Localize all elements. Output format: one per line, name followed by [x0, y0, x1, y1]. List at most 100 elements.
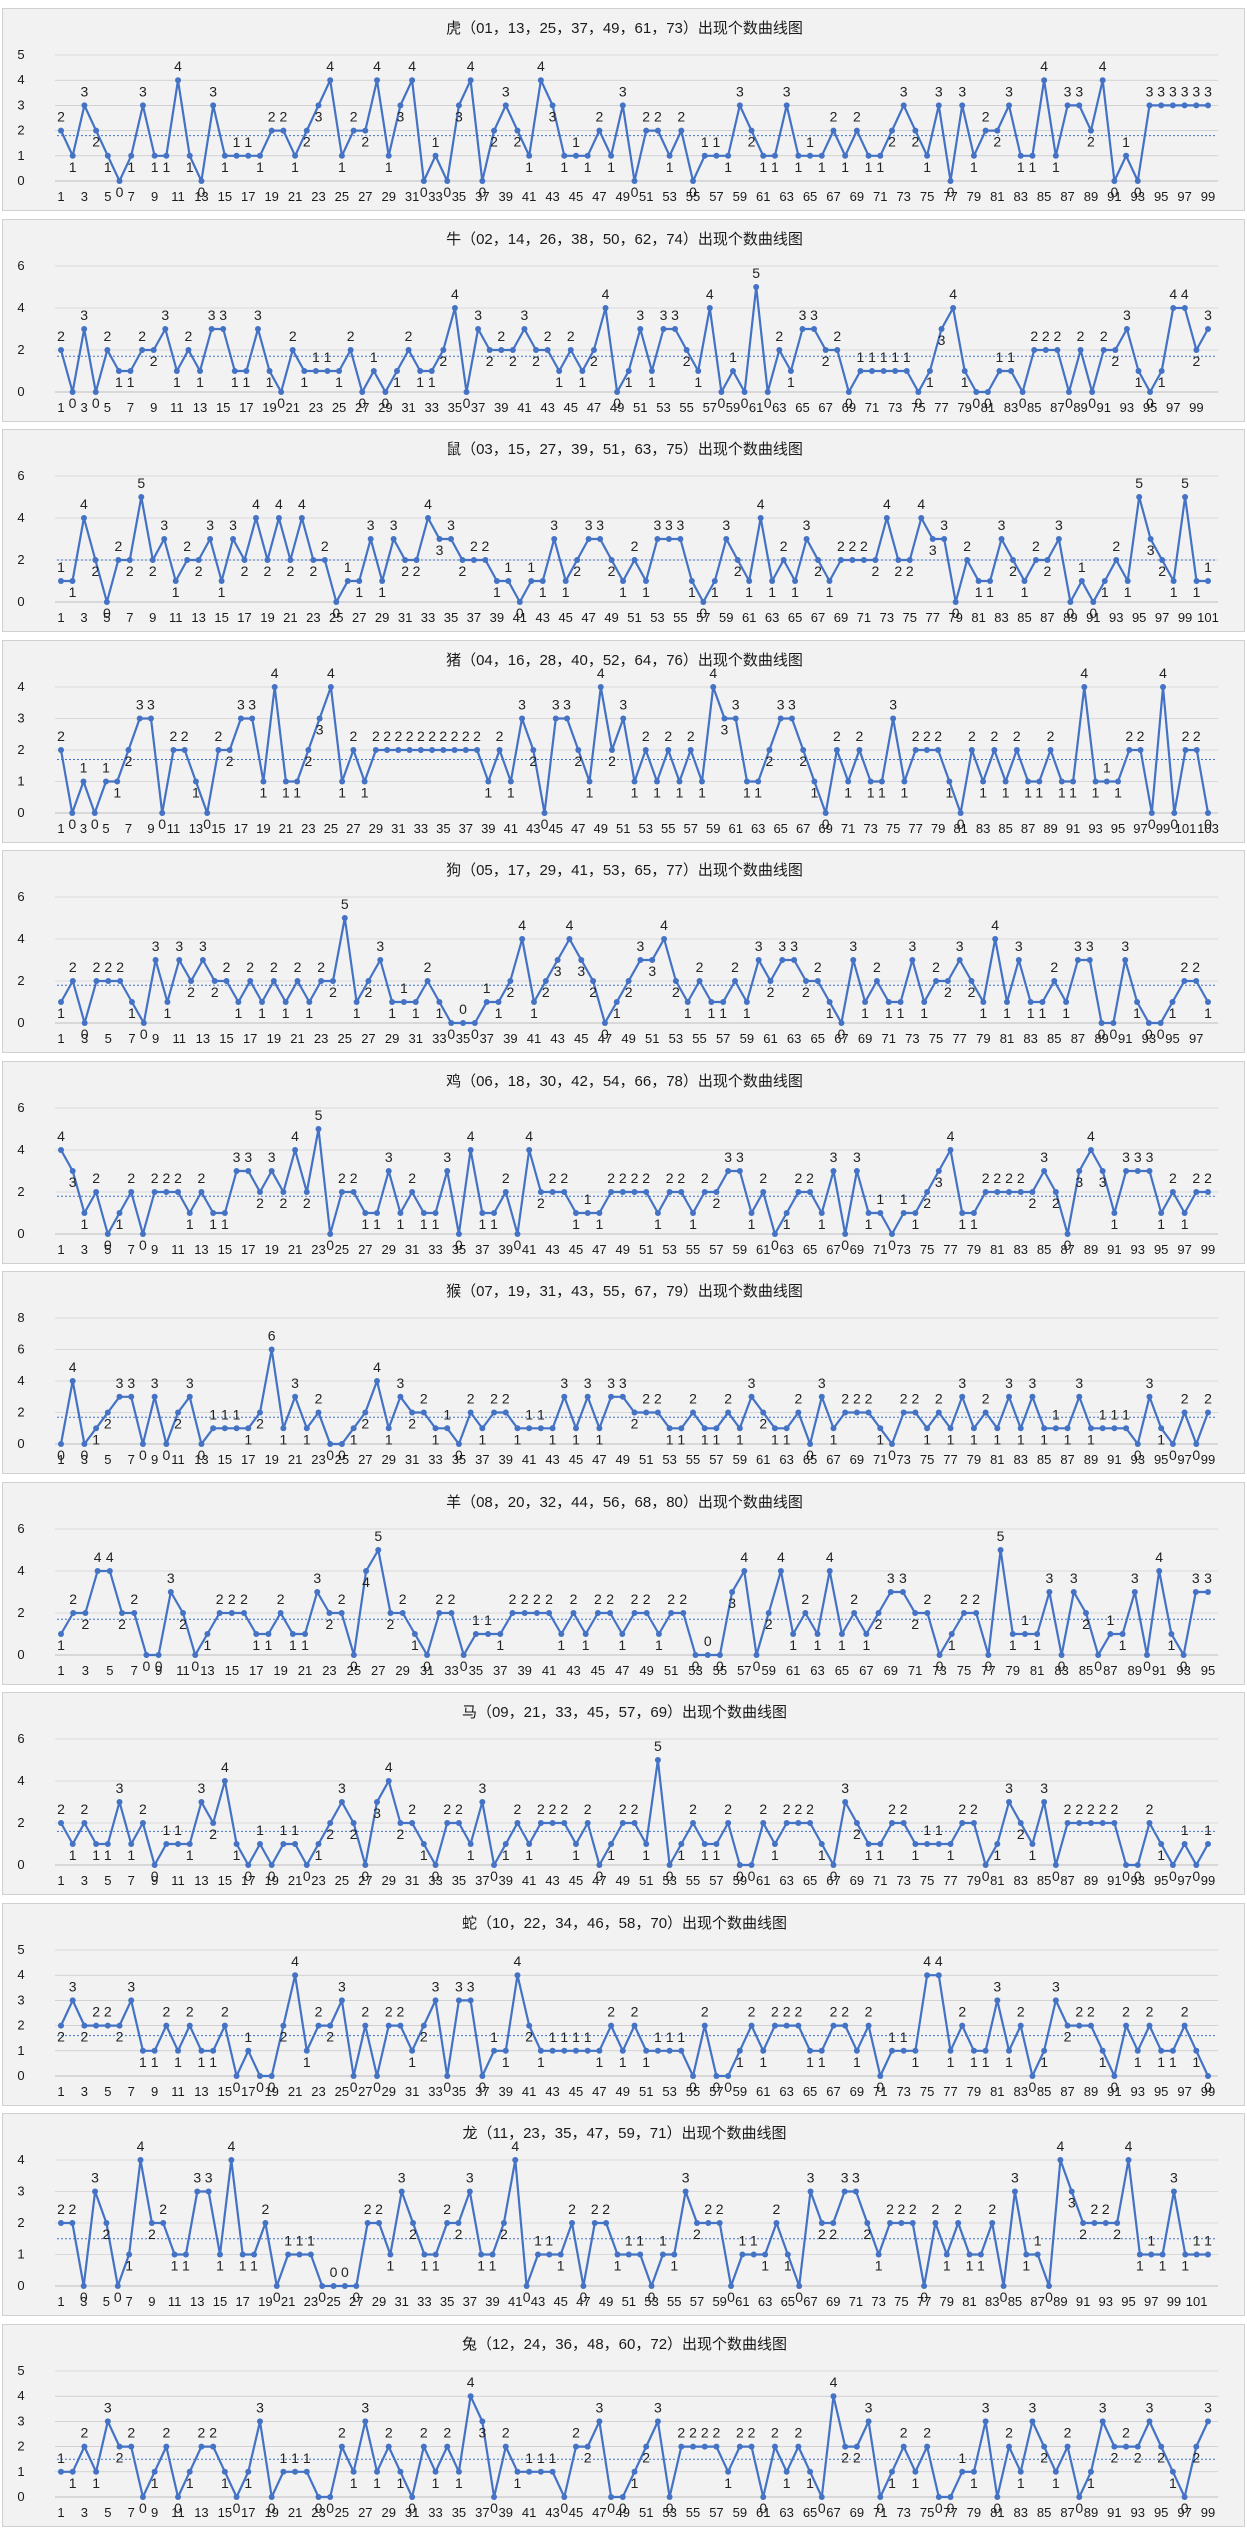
data-point	[799, 325, 806, 332]
x-tick-label: 3	[80, 610, 87, 625]
data-point	[865, 1841, 872, 1847]
y-tick-label: 3	[17, 1992, 24, 2007]
data-point	[397, 102, 404, 109]
data-label: 1	[507, 784, 515, 800]
data-label: 1	[677, 1431, 685, 1447]
data-label: 1	[1204, 2233, 1212, 2249]
data-point	[900, 2443, 907, 2450]
x-tick-label: 99	[1201, 1873, 1215, 1888]
data-point	[164, 999, 171, 1005]
data-label: 1	[92, 1847, 100, 1863]
data-point	[1205, 325, 1211, 332]
data-point	[479, 1799, 486, 1805]
data-label: 1	[221, 159, 229, 175]
x-tick-label: 23	[311, 189, 325, 204]
data-point	[584, 1393, 591, 1400]
data-label: 1	[244, 2028, 252, 2044]
data-label: 2	[349, 728, 357, 744]
data-point	[912, 1609, 919, 1616]
data-label: 1	[1069, 784, 1077, 800]
x-tick-label: 43	[536, 610, 550, 625]
data-label: 4	[525, 1128, 533, 1144]
x-tick-label: 63	[758, 2294, 772, 2309]
data-label: 1	[783, 2474, 791, 2490]
data-label: 1	[1029, 159, 1037, 175]
data-label: 1	[619, 584, 627, 600]
x-tick-label: 79	[976, 1031, 990, 1046]
data-point	[1036, 778, 1043, 784]
data-label: 2	[114, 538, 122, 554]
x-tick-label: 1	[57, 1242, 64, 1257]
data-label: 1	[104, 1847, 112, 1863]
data-point	[970, 1820, 977, 1826]
data-point	[800, 746, 807, 753]
data-label: 2	[734, 563, 742, 579]
data-label: 1	[174, 1822, 182, 1838]
data-label: 1	[607, 1847, 615, 1863]
data-point	[1158, 2443, 1165, 2450]
data-label: 3	[205, 2170, 213, 2186]
data-label: 2	[439, 353, 447, 369]
data-label: 2	[794, 2424, 802, 2440]
data-label: 4	[706, 286, 714, 302]
data-point	[838, 1020, 845, 1026]
y-tick-label: 4	[17, 300, 24, 315]
data-label: 2	[1091, 2201, 1099, 2217]
x-tick-label: 91	[1107, 2084, 1121, 2099]
x-tick-label: 31	[405, 189, 419, 204]
data-point	[1015, 957, 1022, 963]
x-tick-label: 31	[405, 1242, 419, 1257]
data-label: 1	[666, 2028, 674, 2044]
data-point	[417, 746, 424, 753]
data-label: 3	[1040, 1780, 1048, 1796]
x-tick-label: 75	[920, 1873, 934, 1888]
data-point	[748, 127, 755, 134]
data-point	[1052, 1862, 1059, 1868]
data-label: 2	[387, 1616, 395, 1632]
data-label: 0	[326, 1237, 334, 1253]
data-label: 2	[677, 109, 685, 125]
data-label: 2	[338, 1170, 346, 1186]
data-label: 2	[401, 563, 409, 579]
data-point	[1064, 1230, 1071, 1237]
data-point	[1076, 1393, 1083, 1400]
data-label: 2	[773, 2201, 781, 2217]
data-label: 2	[900, 2424, 908, 2440]
data-label: 3	[1134, 1149, 1142, 1165]
x-tick-label: 59	[740, 1031, 754, 1046]
data-point	[888, 2468, 895, 2475]
data-label: 1	[527, 559, 535, 575]
data-point	[447, 536, 454, 542]
data-point	[608, 152, 615, 159]
x-tick-label: 55	[686, 2505, 700, 2520]
x-tick-label: 47	[592, 1873, 606, 1888]
data-label: 1	[467, 1847, 475, 1863]
data-label: 0	[57, 1447, 65, 1463]
data-label: 3	[852, 2170, 860, 2186]
data-label: 3	[136, 696, 144, 712]
data-label: 1	[151, 159, 159, 175]
data-label: 0	[619, 2500, 627, 2516]
data-label: 2	[149, 563, 157, 579]
x-tick-label: 49	[616, 189, 630, 204]
data-point	[256, 1409, 263, 1416]
data-point	[254, 325, 261, 332]
data-label: 1	[876, 1431, 884, 1447]
data-label: 0	[1000, 2289, 1008, 2305]
data-label: 0	[1045, 2289, 1053, 2305]
x-tick-label: 57	[696, 610, 710, 625]
data-point	[432, 2251, 439, 2258]
series-line	[59, 285, 1209, 393]
data-label: 3	[256, 2399, 264, 2415]
data-point	[387, 1609, 394, 1616]
data-point	[584, 1820, 591, 1826]
data-label: 4	[660, 917, 668, 933]
data-label: 1	[1009, 1637, 1017, 1653]
data-point	[502, 1409, 509, 1416]
data-label: 2	[833, 328, 841, 344]
data-label: 2	[886, 2201, 894, 2217]
data-point	[1058, 778, 1065, 784]
data-point	[210, 1820, 217, 1826]
x-tick-label: 81	[981, 400, 995, 415]
data-label: 0	[972, 395, 980, 411]
